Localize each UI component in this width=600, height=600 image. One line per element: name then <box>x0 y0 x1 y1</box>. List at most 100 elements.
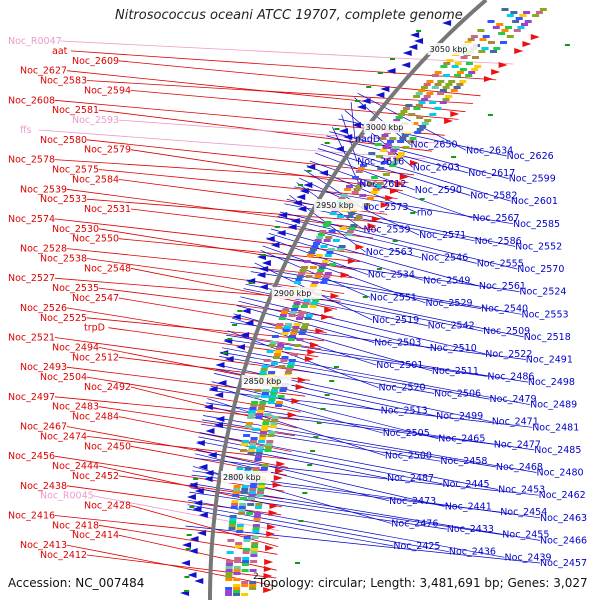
gc-tick-mark <box>248 282 254 284</box>
reverse-gene-arrow <box>343 134 353 140</box>
feature-block <box>241 440 249 443</box>
left-gene-label: Noc_2539 <box>20 184 67 195</box>
feature-block <box>293 323 301 326</box>
feature-block <box>299 329 307 332</box>
left-gene-label: Noc_2538 <box>40 254 87 265</box>
gc-tick-mark <box>366 86 372 88</box>
left-gene-label: Noc_2413 <box>20 540 67 551</box>
feature-block <box>258 404 266 407</box>
feature-block <box>418 89 426 92</box>
gc-tick-mark <box>487 114 493 116</box>
feature-block <box>240 497 247 500</box>
feature-block <box>450 89 458 92</box>
left-gene-label: Noc_2492 <box>84 382 131 393</box>
feature-block <box>256 446 264 449</box>
feature-block <box>311 245 319 248</box>
feature-block <box>506 35 514 38</box>
feature-block <box>287 338 295 341</box>
gc-tick-mark <box>227 338 233 340</box>
right-gene-label: Noc_2503 <box>374 338 421 349</box>
left-connector <box>54 159 409 183</box>
feature-block <box>346 215 354 218</box>
scale-label: 3000 kbp <box>366 123 404 132</box>
right-gene-label: Noc_2616 <box>357 157 404 168</box>
reverse-gene-arrow <box>205 428 215 434</box>
forward-gene-arrow <box>530 34 540 40</box>
left-gene-label: Noc_2497 <box>8 392 55 403</box>
feature-block <box>311 281 319 284</box>
feature-block <box>259 371 267 374</box>
left-connector <box>118 60 481 97</box>
feature-block <box>505 26 512 29</box>
feature-block <box>324 272 332 275</box>
feature-block <box>248 491 256 494</box>
right-connector <box>198 436 443 485</box>
feature-block <box>256 494 264 497</box>
feature-block <box>355 185 363 188</box>
feature-block <box>302 323 310 326</box>
right-gene-label: Noc_2585 <box>513 219 560 230</box>
feature-block <box>225 578 233 581</box>
gc-tick-mark <box>189 506 195 508</box>
forward-gene-arrow <box>266 524 276 530</box>
right-gene-label: Noc_2511 <box>432 366 479 377</box>
right-gene-label: Noc_2471 <box>492 417 539 428</box>
feature-block <box>291 308 298 311</box>
feature-block <box>460 56 468 59</box>
right-gene-label: Noc_2586 <box>475 236 522 247</box>
right-gene-label: nadD <box>355 134 380 145</box>
feature-block <box>443 62 451 65</box>
reverse-gene-arrow <box>186 494 196 500</box>
feature-block <box>233 485 241 488</box>
reverse-gene-arrow <box>214 392 224 398</box>
feature-block <box>401 134 409 137</box>
feature-block <box>337 248 344 251</box>
feature-block <box>236 467 244 470</box>
feature-block <box>260 368 268 371</box>
left-gene-label: Noc_2412 <box>40 550 87 561</box>
feature-block <box>249 581 257 584</box>
left-gene-label: Noc_2575 <box>52 165 99 176</box>
right-connector <box>187 508 394 547</box>
right-gene-label: Noc_2425 <box>393 541 440 552</box>
reverse-gene-arrow <box>192 506 202 512</box>
feature-block <box>252 527 260 530</box>
feature-block <box>492 26 500 29</box>
genome-ring <box>180 0 570 600</box>
forward-gene-arrow <box>514 48 524 54</box>
feature-block <box>241 584 249 587</box>
feature-block <box>426 80 434 83</box>
right-connector <box>326 135 469 174</box>
right-connector <box>199 432 499 490</box>
feature-block <box>248 446 256 449</box>
feature-block <box>288 359 296 362</box>
reverse-gene-arrow <box>303 182 313 188</box>
forward-gene-arrow <box>287 412 297 418</box>
feature-block <box>225 569 233 572</box>
feature-block <box>281 332 289 335</box>
feature-block <box>256 449 264 452</box>
right-gene-label: Noc_2468 <box>496 462 543 473</box>
reverse-gene-arrow <box>195 440 205 446</box>
reverse-gene-arrow <box>217 380 227 386</box>
gc-tick-mark <box>324 142 330 144</box>
right-gene-label: Noc_2601 <box>511 196 558 207</box>
feature-block <box>250 548 258 551</box>
feature-block <box>236 527 244 530</box>
forward-gene-arrow <box>399 174 409 180</box>
feature-block <box>320 245 328 248</box>
feature-block <box>345 233 353 236</box>
feature-block <box>248 449 256 452</box>
feature-block <box>374 143 382 146</box>
feature-block <box>294 281 301 284</box>
left-gene-label: Noc_2494 <box>52 342 99 353</box>
left-gene-label: ffs <box>20 125 32 136</box>
scale-label-bg <box>314 199 365 211</box>
right-gene-label: Noc_2549 <box>423 275 470 286</box>
feature-block <box>445 83 453 86</box>
feature-block <box>279 389 287 392</box>
feature-block <box>261 365 269 368</box>
scale-label-bg <box>363 121 414 133</box>
feature-block <box>225 566 233 569</box>
left-gene-label: Noc_2579 <box>84 145 131 156</box>
